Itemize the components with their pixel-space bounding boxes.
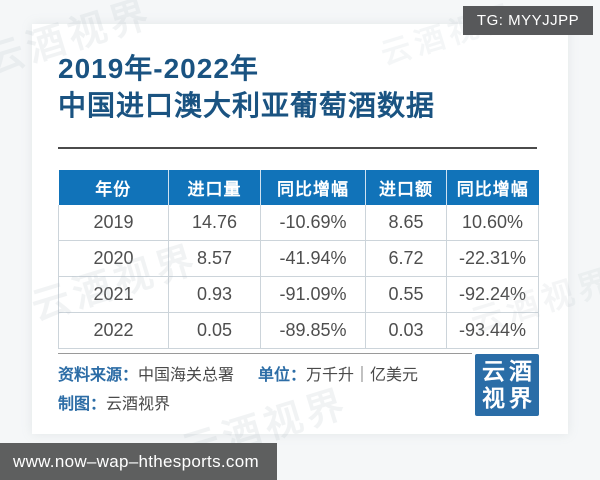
header-cell: 进口额 (365, 170, 447, 205)
table-header: 年份 进口量 同比增幅 进口额 同比增幅 (58, 170, 539, 205)
header-cell: 同比增幅 (260, 170, 366, 205)
table-body: 2019 14.76 -10.69% 8.65 10.60% 2020 8.57 -41.94… (58, 205, 539, 349)
source-value: 中国海关总署 (138, 367, 235, 384)
table-cell: 6.72 (365, 240, 447, 277)
table-cell: 8.65 (365, 205, 447, 241)
table-cell: 2020 (58, 240, 169, 277)
title-underline (58, 147, 537, 149)
table-cell: 8.57 (168, 240, 261, 277)
table-cell: 0.05 (168, 312, 261, 349)
unit-label: 单位： (258, 367, 307, 384)
unit-value: 万千升｜亿美元 (306, 367, 419, 384)
table-cell: 0.93 (168, 276, 261, 313)
table-cell: 2019 (58, 205, 169, 241)
table-cell: 10.60% (446, 205, 539, 241)
header-cell: 进口量 (168, 170, 261, 205)
data-table: 年份 进口量 同比增幅 进口额 同比增幅 2019 14.76 -10.69% 8.65 10.… (58, 170, 539, 349)
table-row: 2022 0.05 -89.85% 0.03 -93.44% (58, 312, 539, 349)
footer-divider (58, 353, 472, 354)
footer-line-1: 资料来源：中国海关总署 单位：万千升｜亿美元 (58, 361, 418, 390)
table-cell: 2021 (58, 276, 169, 313)
table-cell: -89.85% (260, 312, 366, 349)
telegram-handle-badge: TG: MYYJJPP (463, 6, 593, 35)
logo-line-2: 视界 (482, 385, 536, 411)
credit-label: 制图： (58, 396, 107, 413)
yunjiu-shijie-seal-logo: 云酒 视界 (475, 354, 539, 416)
table-row: 2021 0.93 -91.09% 0.55 -92.24% (58, 276, 539, 313)
table-cell: -92.24% (446, 276, 539, 313)
table-cell: 0.55 (365, 276, 447, 313)
title-line-years: 2019年-2022年 (58, 53, 259, 84)
table-cell: -41.94% (260, 240, 366, 277)
footer: 资料来源：中国海关总署 单位：万千升｜亿美元 制图：云酒视界 (58, 361, 418, 419)
website-url-bar: www.now–wap–hthesports.com (0, 443, 277, 480)
table-container: 年份 进口量 同比增幅 进口额 同比增幅 2019 14.76 -10.69% 8.65 10.… (58, 170, 539, 349)
credit-value: 云酒视界 (106, 396, 171, 413)
page-title: 2019年-2022年 中国进口澳大利亚葡萄酒数据 (58, 50, 544, 124)
header-cell: 同比增幅 (446, 170, 539, 205)
table-cell: -22.31% (446, 240, 539, 277)
table-cell: -91.09% (260, 276, 366, 313)
source-label: 资料来源： (58, 367, 139, 384)
table-row: 2019 14.76 -10.69% 8.65 10.60% (58, 205, 539, 241)
header-row: 年份 进口量 同比增幅 进口额 同比增幅 (58, 170, 539, 205)
title-line-subject: 中国进口澳大利亚葡萄酒数据 (58, 90, 436, 121)
logo-line-1: 云酒 (482, 358, 536, 384)
table-row: 2020 8.57 -41.94% 6.72 -22.31% (58, 240, 539, 277)
content-card: 2019年-2022年 中国进口澳大利亚葡萄酒数据 年份 进口量 同比增幅 进口额 同比… (32, 24, 568, 434)
table-cell: 14.76 (168, 205, 261, 241)
table-cell: -93.44% (446, 312, 539, 349)
table-cell: -10.69% (260, 205, 366, 241)
table-cell: 0.03 (365, 312, 447, 349)
footer-line-2: 制图：云酒视界 (58, 390, 418, 419)
header-cell: 年份 (58, 170, 169, 205)
table-cell: 2022 (58, 312, 169, 349)
